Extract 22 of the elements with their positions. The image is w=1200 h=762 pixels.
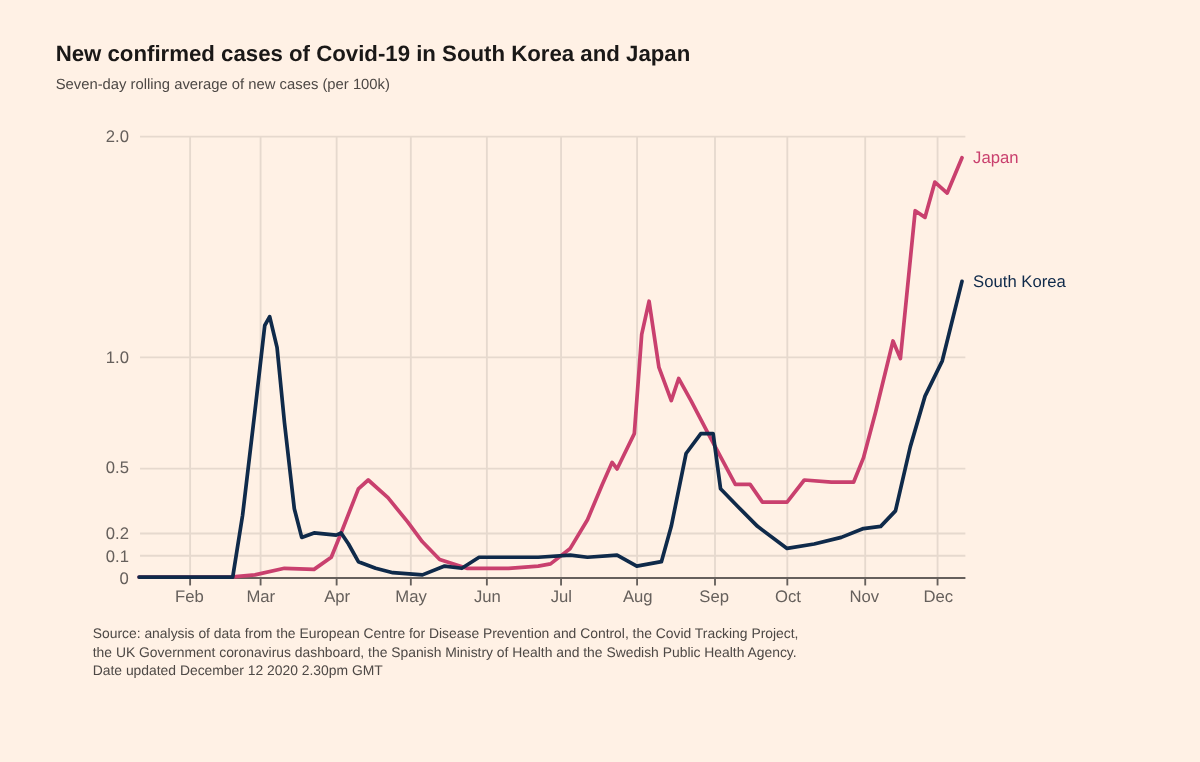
y-tick-label: 1.0 (105, 346, 130, 367)
x-tick-label: Jun (473, 586, 502, 607)
x-tick-label: Mar (246, 586, 276, 607)
y-tick-label: 0.1 (105, 545, 130, 566)
x-tick-label: May (395, 586, 429, 607)
chart-title: New confirmed cases of Covid-19 in South Korea and Japan (55, 43, 691, 68)
x-tick-label: Jul (550, 586, 573, 607)
x-tick-label: Feb (174, 586, 205, 607)
chart-subtitle: Seven-day rolling average of new cases (per 100k) (55, 75, 390, 94)
y-tick-label: 0 (119, 567, 130, 588)
series-label: Japan (973, 147, 1020, 168)
x-tick-label: Nov (849, 586, 881, 607)
y-tick-label: 0.5 (105, 457, 130, 478)
x-tick-label: Dec (923, 586, 954, 607)
y-tick-label: 0.2 (105, 523, 130, 544)
line-series (137, 279, 964, 579)
x-tick-label: Oct (775, 586, 803, 607)
y-tick-label: 2.0 (105, 126, 130, 147)
x-tick-label: Sep (699, 586, 730, 607)
x-tick-label: Apr (324, 586, 351, 607)
series-label: South Korea (973, 270, 1067, 291)
x-tick-label: Aug (622, 586, 654, 607)
